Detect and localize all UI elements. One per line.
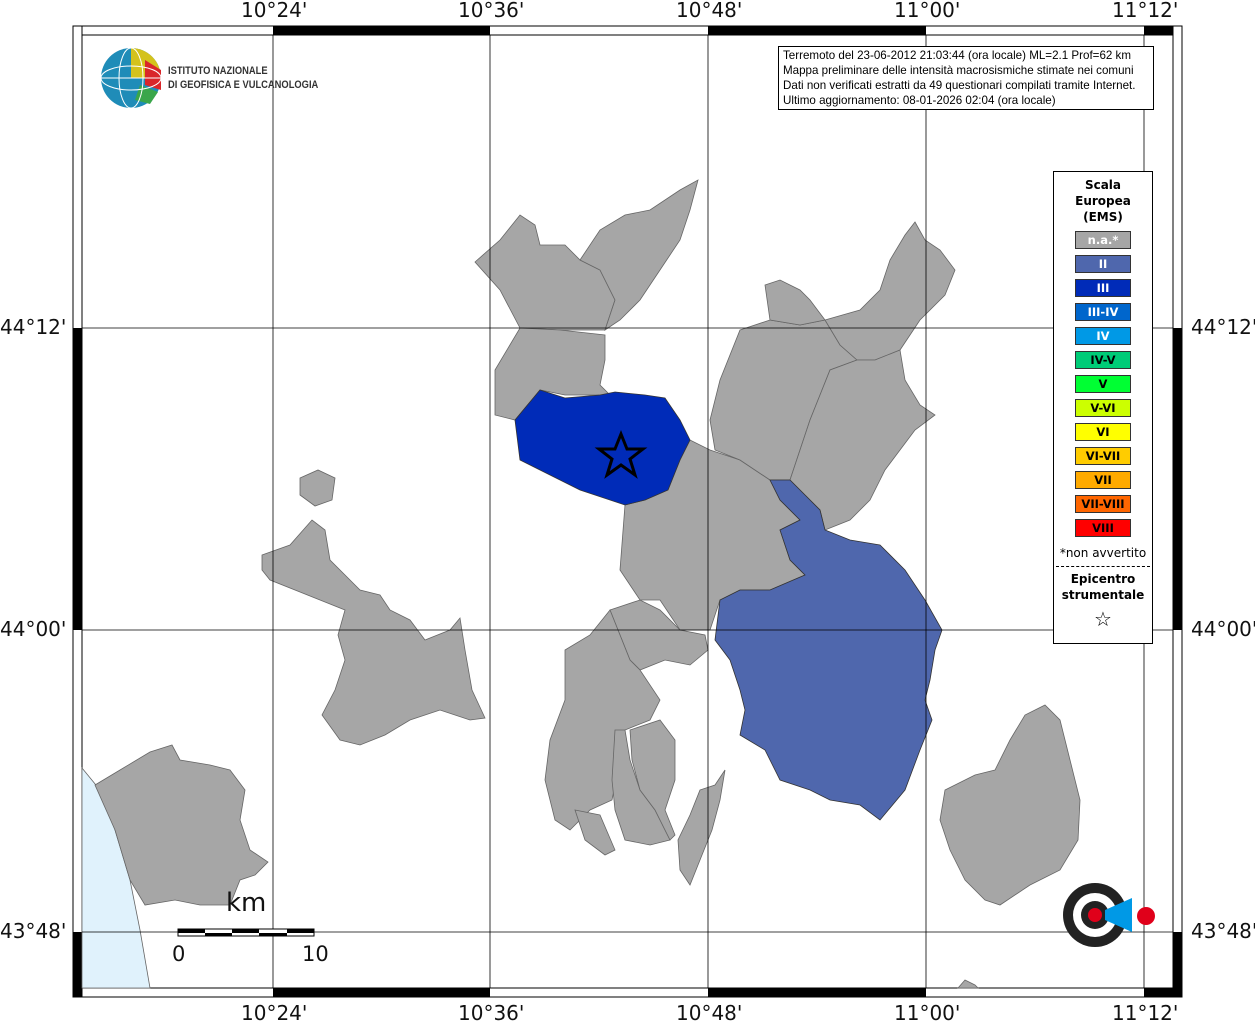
scale-bar — [177, 928, 315, 937]
ingv-name-line2: DI GEOFISICA E VULCANOLOGIA — [168, 79, 319, 91]
lon-tick-bottom: 10°24' — [241, 1001, 308, 1025]
lon-tick-bottom: 11°00' — [894, 1001, 961, 1025]
legend-swatch: n.a.* — [1075, 231, 1131, 249]
haisentito-logo — [1063, 883, 1155, 947]
info-line: Mappa preliminare delle intensità macros… — [783, 64, 1134, 77]
legend-title: Scala Europea (EMS) — [1054, 177, 1152, 225]
lon-tick-top: 11°12' — [1112, 0, 1179, 22]
legend-note: *non avvertito — [1059, 546, 1147, 560]
lon-tick-top: 10°24' — [241, 0, 308, 22]
legend-title-line: Scala — [1084, 178, 1122, 192]
legend-swatch: III-IV — [1075, 303, 1131, 321]
legend-swatch: VII-VIII — [1075, 495, 1131, 513]
legend-swatches: n.a.* II III III-IV IV IV-V V V-VI VI VI-VII VII VI… — [1054, 231, 1152, 537]
legend-swatch: VI-VII — [1075, 447, 1131, 465]
municipalities-not-available — [94, 179, 1081, 989]
scale-min: 0 — [172, 942, 186, 966]
legend-swatch: V-VI — [1075, 399, 1131, 417]
municipality-intensity-II — [714, 479, 943, 821]
lat-tick-right: 44°00' — [1191, 617, 1255, 641]
scale-max: 10 — [302, 942, 329, 966]
legend-title-line: (EMS) — [1083, 210, 1123, 224]
map-frame — [72, 25, 1183, 998]
epicenter-legend: Epicentro strumentale — [1054, 571, 1152, 603]
ingv-name: ISTITUTO NAZIONALE DI GEOFISICA E VULCAN… — [168, 64, 318, 92]
lat-tick-left: 43°48' — [0, 919, 67, 943]
info-line: Terremoto del 23-06-2012 21:03:44 (ora l… — [783, 49, 1132, 62]
legend-divider — [1056, 566, 1150, 567]
ems-legend: Scala Europea (EMS) n.a.* II III III-IV IV IV… — [1053, 171, 1153, 644]
legend-swatch: VI — [1075, 423, 1131, 441]
epicenter-legend-line: Epicentro — [1070, 572, 1136, 586]
lon-tick-bottom: 11°12' — [1112, 1001, 1179, 1025]
ingv-name-line1: ISTITUTO NAZIONALE — [168, 65, 268, 77]
legend-swatch: IV — [1075, 327, 1131, 345]
info-line: Dati non verificati estratti da 49 quest… — [783, 79, 1136, 92]
lat-tick-right: 43°48' — [1191, 919, 1255, 943]
epicenter-star-icon — [594, 429, 648, 479]
legend-swatch: VII — [1075, 471, 1131, 489]
lon-tick-top: 10°48' — [676, 0, 743, 22]
legend-swatch: II — [1075, 255, 1131, 273]
lon-tick-bottom: 10°36' — [458, 1001, 525, 1025]
legend-title-line: Europea — [1075, 194, 1131, 208]
ingv-logo — [100, 47, 162, 109]
lat-tick-right: 44°12' — [1191, 315, 1255, 339]
scale-unit: km — [226, 888, 267, 918]
legend-swatch: III — [1075, 279, 1131, 297]
lon-tick-top: 11°00' — [894, 0, 961, 22]
legend-swatch: V — [1075, 375, 1131, 393]
legend-swatch: VIII — [1075, 519, 1131, 537]
legend-swatch: IV-V — [1075, 351, 1131, 369]
lat-tick-left: 44°12' — [0, 315, 67, 339]
lon-tick-bottom: 10°48' — [676, 1001, 743, 1025]
star-outline-icon: ☆ — [1094, 607, 1112, 631]
event-info-box: Terremoto del 23-06-2012 21:03:44 (ora l… — [778, 46, 1154, 110]
lat-tick-left: 44°00' — [0, 617, 67, 641]
lon-tick-top: 10°36' — [458, 0, 525, 22]
info-line: Ultimo aggiornamento: 08-01-2026 02:04 (… — [783, 94, 1056, 107]
epicenter-legend-line: strumentale — [1061, 588, 1145, 602]
